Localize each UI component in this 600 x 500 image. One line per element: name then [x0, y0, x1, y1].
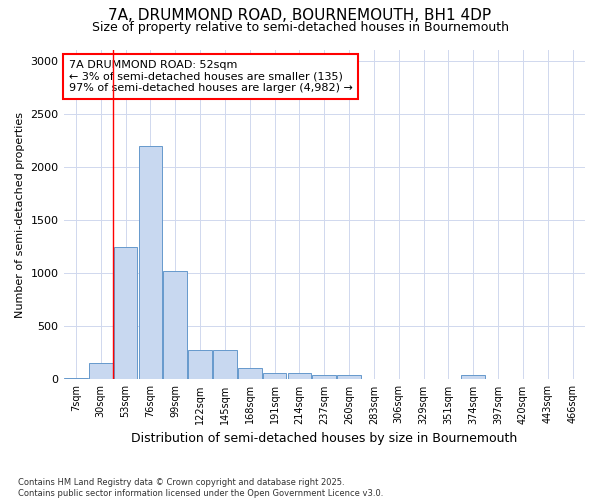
Text: 7A, DRUMMOND ROAD, BOURNEMOUTH, BH1 4DP: 7A, DRUMMOND ROAD, BOURNEMOUTH, BH1 4DP [109, 8, 491, 22]
Text: 7A DRUMMOND ROAD: 52sqm
← 3% of semi-detached houses are smaller (135)
97% of se: 7A DRUMMOND ROAD: 52sqm ← 3% of semi-det… [69, 60, 353, 93]
Bar [461, 374, 485, 380]
Bar [139, 146, 162, 380]
Text: Size of property relative to semi-detached houses in Bournemouth: Size of property relative to semi-detach… [91, 21, 509, 34]
Bar [89, 364, 113, 380]
Bar [337, 374, 361, 380]
Bar [213, 350, 237, 380]
Bar [114, 246, 137, 380]
Bar [238, 368, 262, 380]
Bar [188, 350, 212, 380]
Bar [263, 373, 286, 380]
Y-axis label: Number of semi-detached properties: Number of semi-detached properties [15, 112, 25, 318]
Bar [313, 374, 336, 380]
X-axis label: Distribution of semi-detached houses by size in Bournemouth: Distribution of semi-detached houses by … [131, 432, 517, 445]
Text: Contains HM Land Registry data © Crown copyright and database right 2025.
Contai: Contains HM Land Registry data © Crown c… [18, 478, 383, 498]
Bar [163, 271, 187, 380]
Bar [287, 373, 311, 380]
Bar [64, 378, 88, 380]
